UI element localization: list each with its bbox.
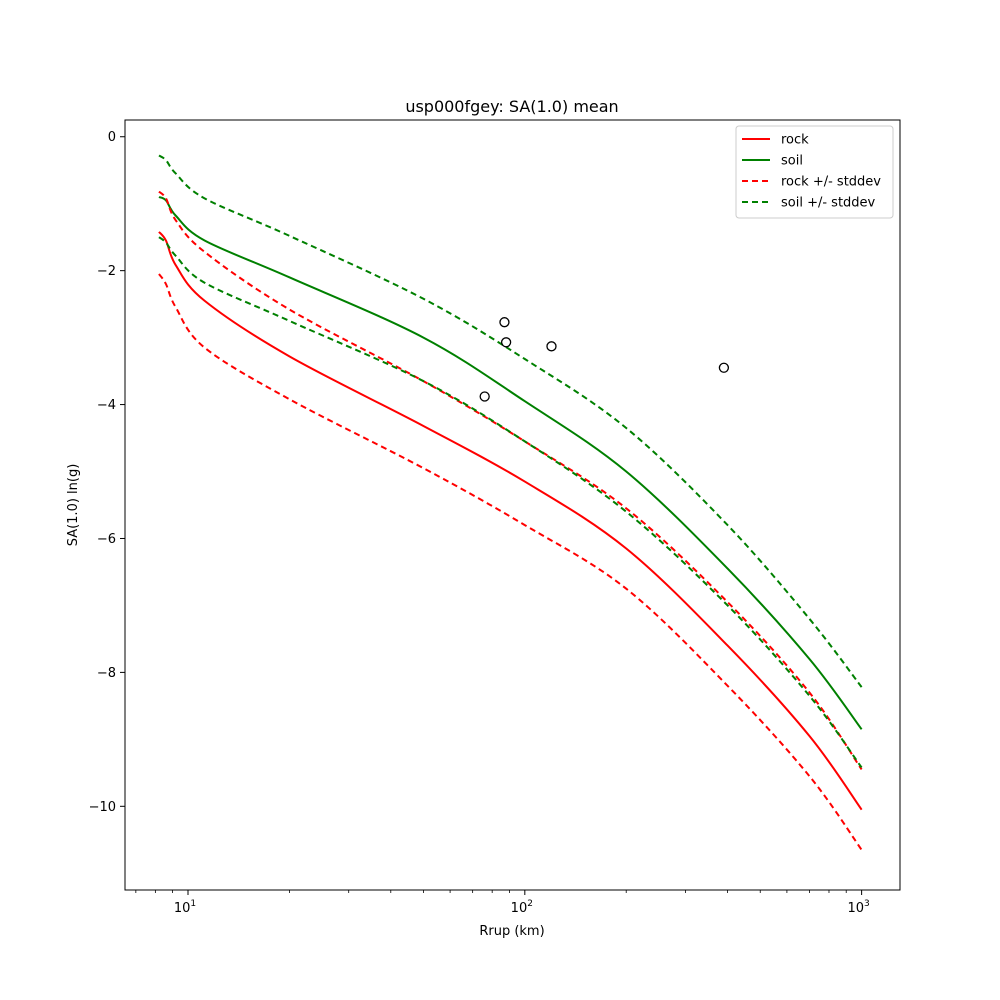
y-tick-label: −2 (97, 264, 116, 279)
series-line-5 (158, 236, 863, 769)
observation-point-3 (546, 341, 557, 352)
y-tick-label: −6 (97, 532, 116, 547)
observation-point-0 (479, 391, 490, 402)
legend-label: soil +/- stddev (781, 196, 876, 211)
observation-point-2 (500, 337, 512, 348)
chart-title: usp000fgey: SA(1.0) mean (405, 97, 618, 116)
y-tick-label: −10 (89, 800, 116, 815)
legend-box (735, 125, 894, 219)
x-tick-label: 103 (847, 899, 869, 916)
y-tick-label: −8 (97, 666, 116, 681)
axis-ticks: 0 −2 −4 −6 −8 −10 101 102 103 (89, 130, 870, 916)
x-tick-label: 102 (511, 899, 533, 916)
x-axis-label: Rrup (km) (479, 924, 544, 939)
legend-label: rock +/- stddev (781, 175, 881, 190)
legend-label: soil (781, 154, 803, 169)
observation-point-4 (718, 362, 730, 373)
y-tick-label: 0 (108, 130, 116, 145)
series-line-1 (158, 196, 863, 730)
y-tick-label: −4 (97, 398, 116, 413)
plot-area (158, 154, 863, 851)
plot-frame (124, 119, 901, 891)
legend-label: rock (781, 133, 809, 148)
x-tick-label: 101 (174, 899, 196, 916)
legend: rock soil rock +/- stddev soil +/- stddev (735, 125, 894, 219)
series-line-3 (158, 273, 863, 851)
series-line-4 (158, 154, 863, 688)
observation-point-1 (499, 317, 510, 328)
series-line-0 (158, 231, 863, 811)
y-axis-label: SA(1.0) ln(g) (66, 464, 81, 547)
